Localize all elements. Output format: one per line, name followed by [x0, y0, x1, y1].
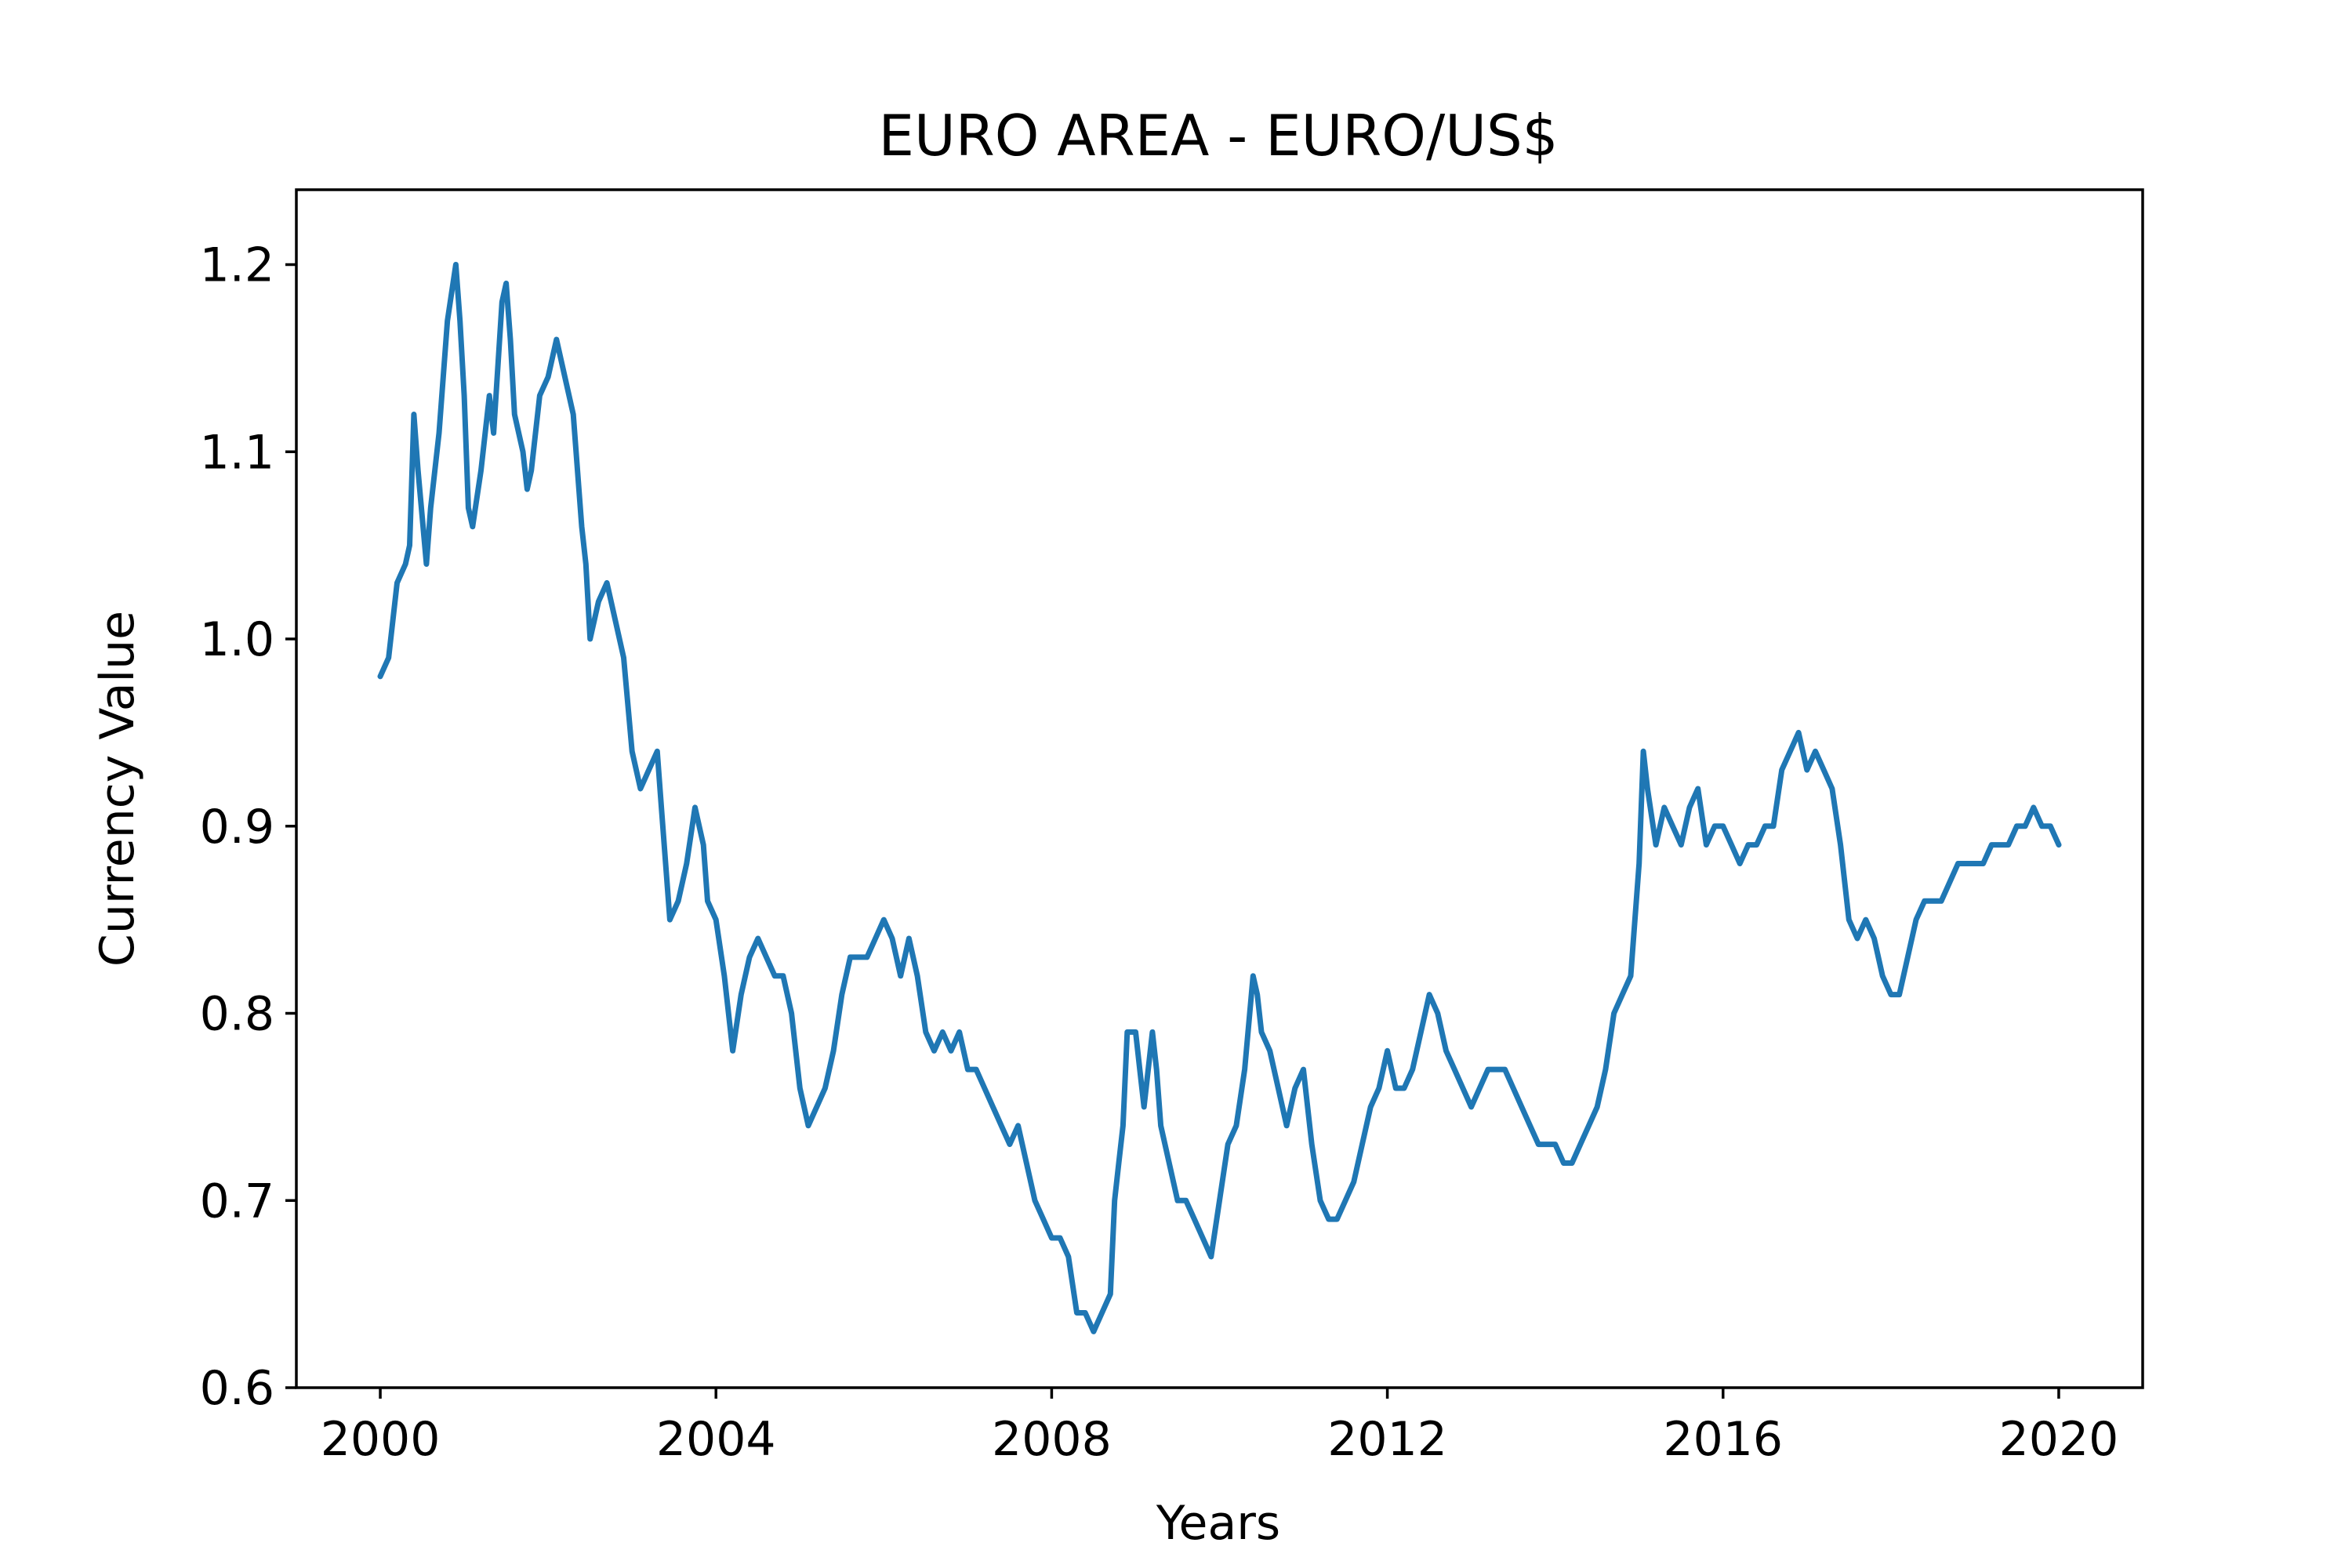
plot-area	[295, 188, 2144, 1389]
y-axis-label: Currency Value	[90, 611, 145, 967]
x-axis-label: Years	[1156, 1496, 1280, 1551]
y-tick-label: 1.1	[200, 425, 274, 480]
y-tick-label: 1.0	[200, 612, 274, 667]
x-tick-label: 2004	[656, 1412, 776, 1467]
x-tick-label: 2000	[321, 1412, 441, 1467]
y-tick-label: 1.2	[200, 238, 274, 293]
x-tick-label: 2016	[1663, 1412, 1783, 1467]
y-tick-label: 0.6	[200, 1361, 274, 1416]
x-tick-label: 2020	[1999, 1412, 2119, 1467]
y-tick-label: 0.8	[200, 987, 274, 1042]
x-tick-label: 2012	[1327, 1412, 1447, 1467]
series-layer	[377, 262, 2062, 1334]
chart-title: EURO AREA - EURO/US$	[879, 103, 1559, 169]
y-tick-label: 0.7	[200, 1174, 274, 1229]
series-line-0	[377, 262, 2062, 1334]
y-tick-label: 0.9	[200, 800, 274, 855]
x-axis: 2000 2004 2008 2012 2016 2020	[321, 1388, 2119, 1467]
y-axis: 0.6 0.7 0.8 0.9 1.0 1.1 1.2	[200, 238, 296, 1416]
x-tick-label: 2008	[992, 1412, 1112, 1467]
